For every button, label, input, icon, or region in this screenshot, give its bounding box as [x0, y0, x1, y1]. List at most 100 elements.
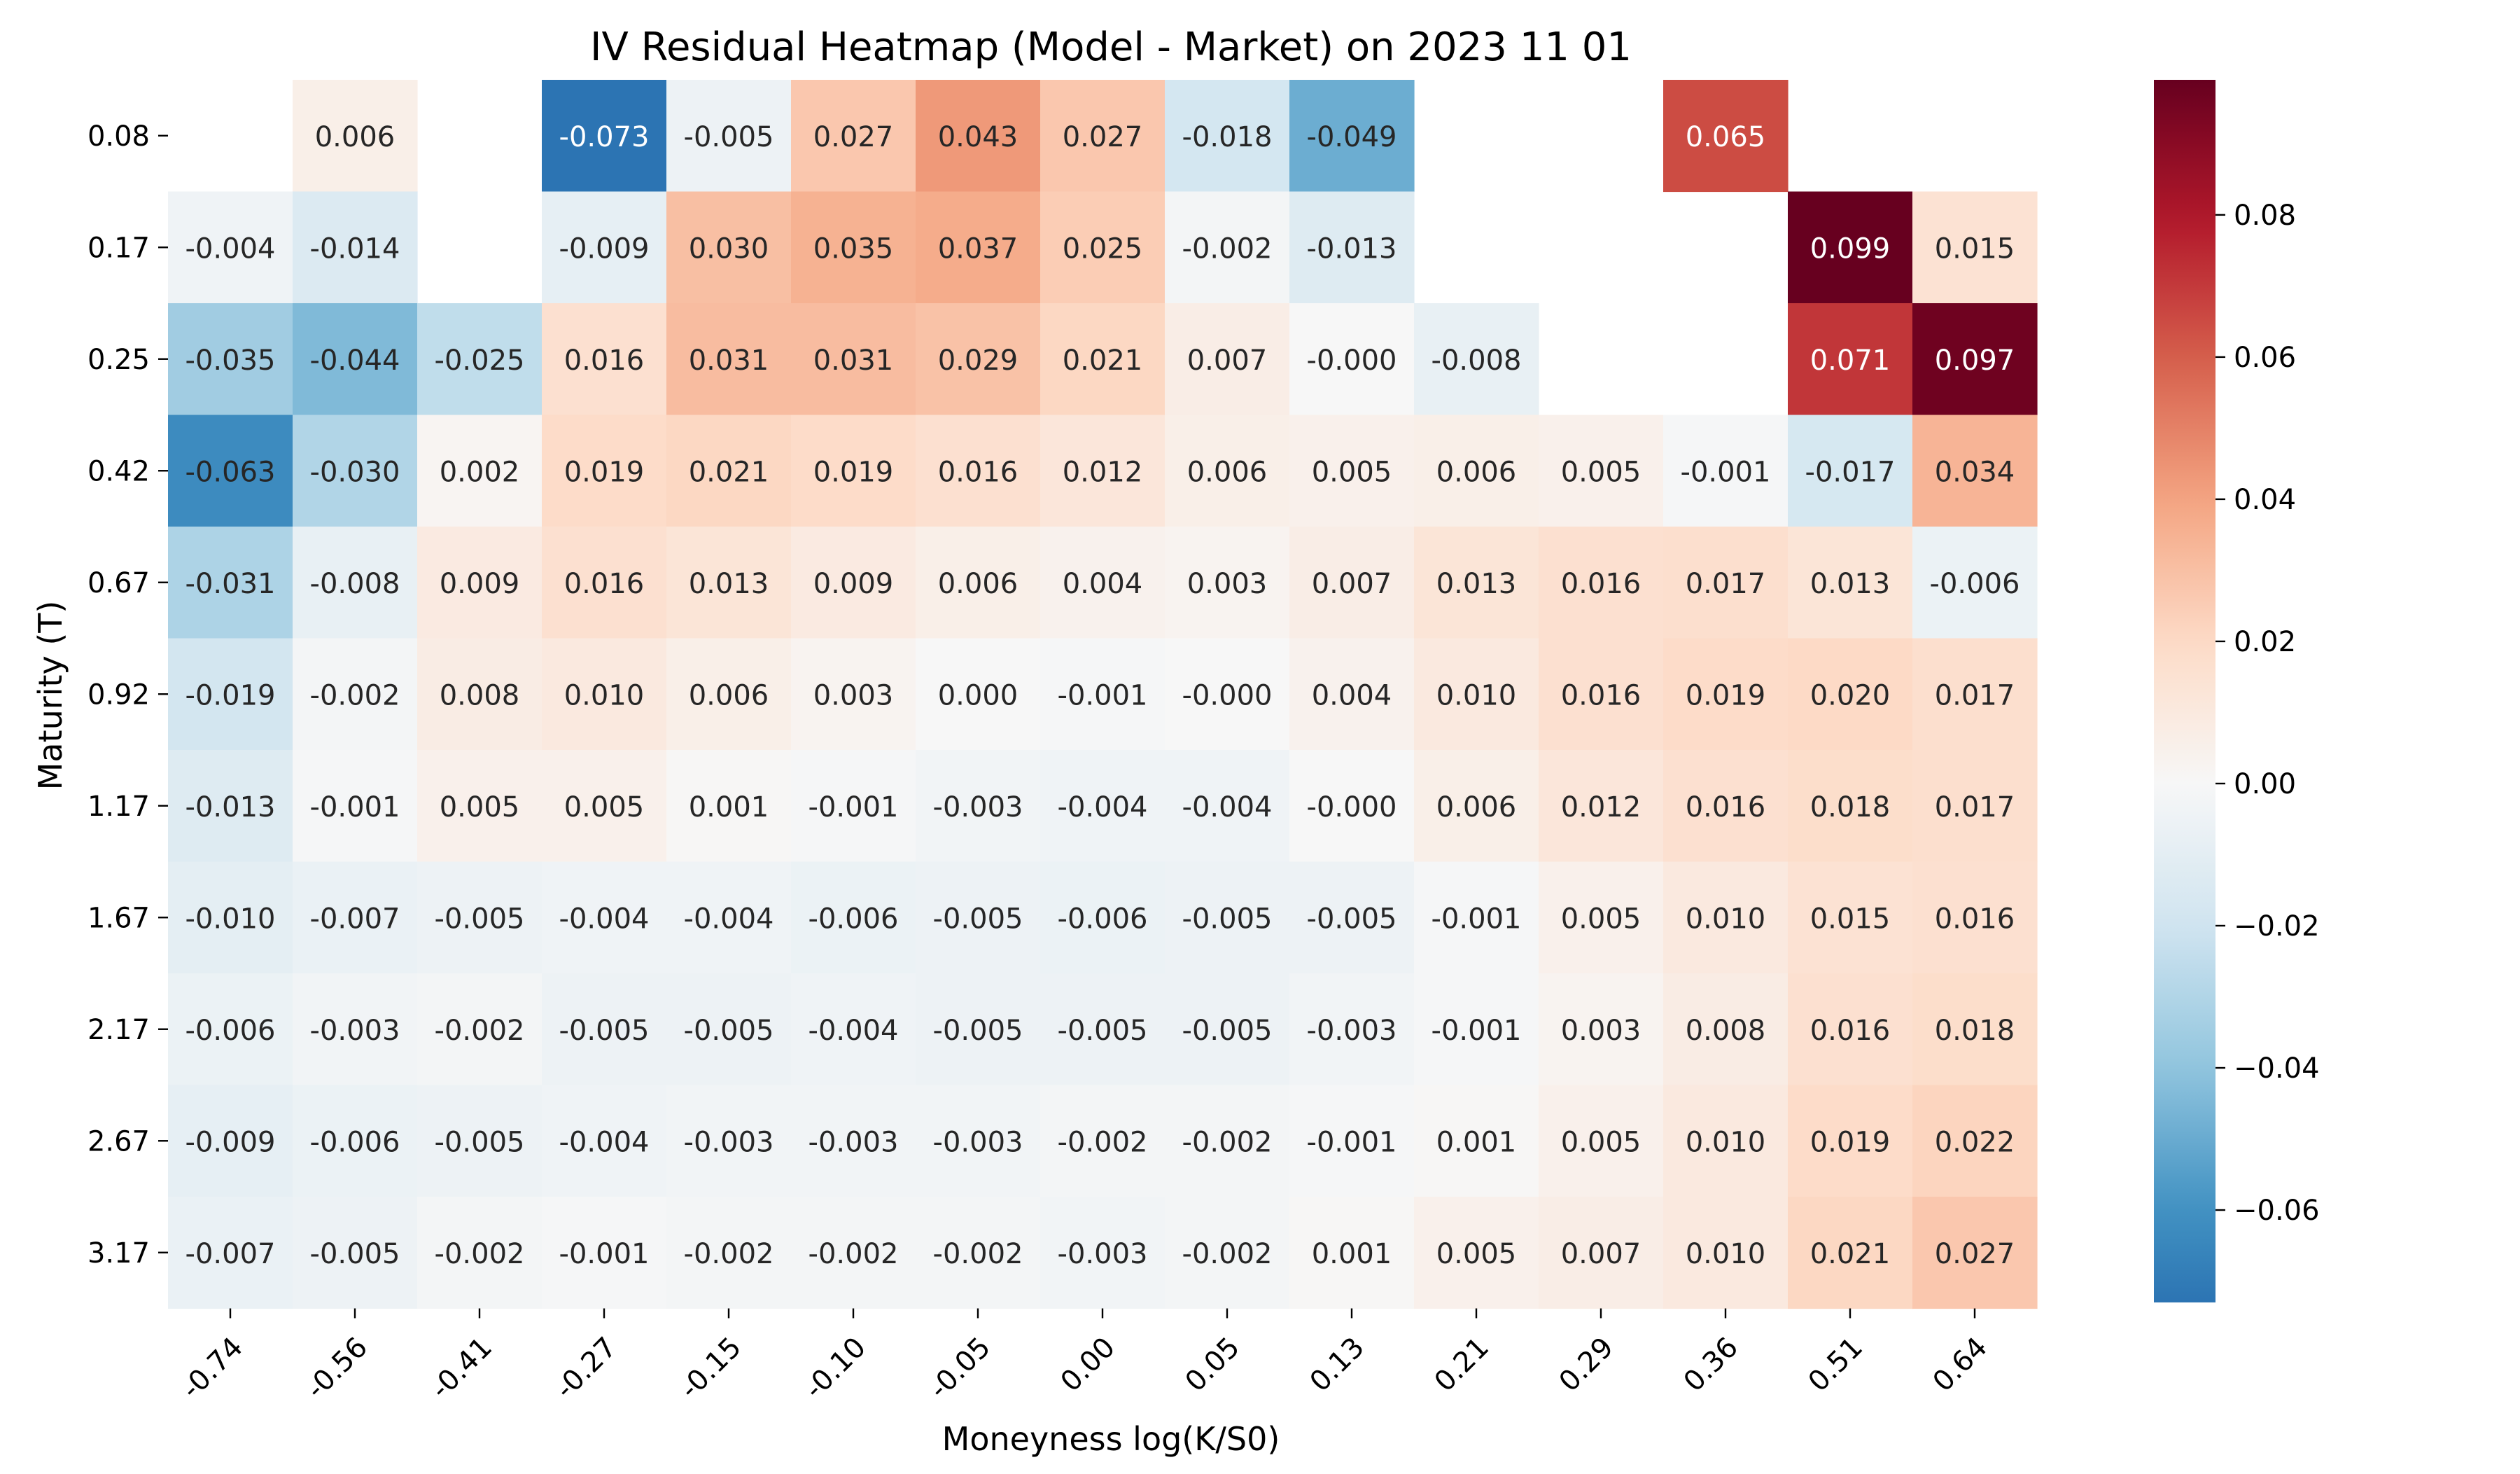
cell-value-label: 0.004: [1063, 568, 1143, 600]
cell-value-label: 0.021: [1063, 345, 1143, 377]
heatmap-cell: [417, 415, 542, 527]
cell-value-label: -0.000: [1307, 791, 1397, 823]
cell-value-label: 0.006: [1187, 456, 1268, 488]
heatmap-cell: [1165, 1085, 1290, 1197]
y-tick-label: 2.67: [88, 1125, 150, 1157]
colorbar-gradient: [2154, 80, 2216, 1302]
heatmap-cell: [417, 1085, 542, 1197]
y-tick-label: 1.67: [88, 902, 150, 934]
cell-value-label: -0.002: [933, 1238, 1023, 1270]
cell-value-label: 0.022: [1935, 1126, 2015, 1158]
cell-value-label: 0.003: [813, 679, 894, 711]
colorbar-tick-label: −0.06: [2234, 1195, 2320, 1227]
heatmap-cell: [1165, 750, 1290, 863]
cell-value-label: 0.016: [1561, 679, 1642, 711]
heatmap-cell: [1539, 1197, 1664, 1309]
heatmap-cell: [542, 1197, 667, 1309]
heatmap-cell: [1414, 303, 1539, 416]
cell-value-label: -0.005: [1182, 903, 1273, 935]
cell-value-label: -0.005: [310, 1238, 400, 1270]
cell-value-label: 0.017: [1686, 568, 1766, 600]
colorbar-tick-label: −0.04: [2234, 1052, 2320, 1085]
cell-value-label: 0.006: [938, 568, 1018, 600]
heatmap-cell: [666, 415, 792, 527]
cell-value-label: -0.002: [1182, 1238, 1273, 1270]
heatmap-cell: [293, 303, 418, 416]
cell-value-label: -0.003: [310, 1015, 400, 1047]
cell-value-label: 0.043: [938, 121, 1018, 153]
heatmap-cell: [791, 527, 916, 639]
heatmap-cell: [791, 861, 916, 974]
cell-value-label: -0.002: [310, 679, 400, 711]
cell-value-label: 0.016: [1561, 568, 1642, 600]
heatmap-cell: [791, 638, 916, 751]
cell-value-label: 0.034: [1935, 456, 2015, 488]
colorbar-tick-label: 0.02: [2234, 626, 2296, 658]
heatmap-cell: [1165, 861, 1290, 974]
heatmap-cell: [293, 1197, 418, 1309]
cell-value-label: 0.006: [1436, 791, 1517, 823]
heatmap-cell: [1040, 303, 1166, 416]
cell-value-label: 0.021: [1810, 1238, 1891, 1270]
heatmap-cell: [1912, 303, 2038, 416]
cell-value-label: -0.049: [1307, 121, 1397, 153]
cell-value-label: -0.004: [559, 1126, 650, 1158]
cell-value-label: 0.009: [440, 568, 520, 600]
heatmap-cell: [1788, 750, 1913, 863]
cell-value-label: -0.000: [1182, 679, 1273, 711]
cell-value-label: -0.005: [1307, 903, 1397, 935]
heatmap-cell: [168, 1197, 293, 1309]
heatmap-cell: [791, 303, 916, 416]
heatmap-cell: [1040, 1197, 1166, 1309]
cell-value-label: -0.014: [310, 232, 400, 265]
cell-value-label: -0.005: [435, 1126, 525, 1158]
heatmap-cell: [666, 527, 792, 639]
heatmap-cell: [916, 1085, 1041, 1197]
cell-value-label: 0.016: [564, 345, 645, 377]
cell-value-label: -0.004: [1182, 791, 1273, 823]
heatmap-cell: [666, 1197, 792, 1309]
cell-value-label: -0.001: [1058, 679, 1148, 711]
heatmap-cell: [542, 861, 667, 974]
cell-value-label: -0.005: [933, 903, 1023, 935]
heatmap-cell: [1040, 1085, 1166, 1197]
heatmap-cell: [1539, 415, 1664, 527]
heatmap-cell: [791, 1197, 916, 1309]
cell-value-label: 0.005: [1561, 456, 1642, 488]
heatmap-cell: [1539, 638, 1664, 751]
cell-value-labels: 0.006 -0.073 -0.005 0.027 0.043 0.027 -0.018 -0…: [186, 121, 2020, 1270]
heatmap-cell: [916, 191, 1041, 304]
heatmap-cell: [1414, 750, 1539, 863]
heatmap-cell: [916, 750, 1041, 863]
heatmap-cell: [666, 638, 792, 751]
cell-value-label: -0.003: [808, 1126, 899, 1158]
heatmap-cell: [1663, 1085, 1788, 1197]
heatmap-cell: [1040, 638, 1166, 751]
heatmap-cell: [1663, 973, 1788, 1086]
heatmap-cell: [1165, 527, 1290, 639]
colorbar-tick-label: −0.02: [2234, 910, 2320, 943]
y-tick-label: 2.17: [88, 1014, 150, 1046]
cell-value-label: 0.016: [1810, 1015, 1891, 1047]
cell-value-label: 0.005: [1436, 1238, 1517, 1270]
cell-value-label: 0.013: [689, 568, 769, 600]
colorbar-tick-label: 0.06: [2234, 342, 2296, 374]
cell-value-label: -0.007: [186, 1238, 276, 1270]
cell-value-label: 0.016: [938, 456, 1018, 488]
heatmap-cell: [1788, 527, 1913, 639]
cell-value-label: -0.004: [684, 903, 774, 935]
heatmap-cell: [666, 973, 792, 1086]
cell-value-label: -0.018: [1182, 121, 1273, 153]
colorbar-tick-label: 0.04: [2234, 484, 2296, 516]
cell-value-label: -0.001: [310, 791, 400, 823]
cell-value-label: -0.006: [186, 1015, 276, 1047]
cell-value-label: 0.005: [1312, 456, 1392, 488]
cell-value-label: 0.027: [813, 121, 894, 153]
heatmap-cell: [1289, 861, 1415, 974]
cell-value-label: 0.097: [1935, 345, 2015, 377]
heatmap-cell: [1289, 303, 1415, 416]
cell-value-label: 0.001: [1436, 1126, 1517, 1158]
cell-value-label: 0.025: [1063, 232, 1143, 265]
heatmap-cell: [1663, 750, 1788, 863]
cell-value-label: 0.012: [1063, 456, 1143, 488]
